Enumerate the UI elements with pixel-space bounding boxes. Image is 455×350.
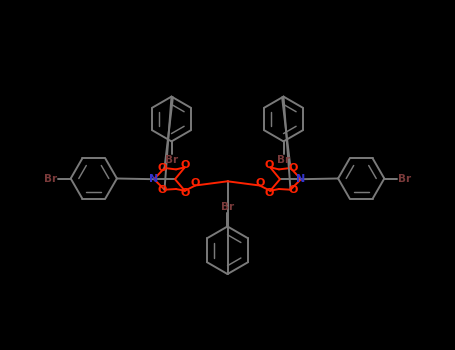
Text: N: N <box>149 174 159 184</box>
Text: O: O <box>181 188 190 198</box>
Text: O: O <box>288 185 298 195</box>
Text: O: O <box>288 163 298 173</box>
Text: O: O <box>191 178 200 188</box>
Text: O: O <box>265 160 274 170</box>
Text: O: O <box>157 185 167 195</box>
Text: Br: Br <box>221 202 234 212</box>
Text: N: N <box>296 174 306 184</box>
Text: Br: Br <box>277 155 290 166</box>
Text: Br: Br <box>44 174 57 183</box>
Text: O: O <box>181 160 190 170</box>
Text: O: O <box>255 178 264 188</box>
Text: O: O <box>157 163 167 173</box>
Text: Br: Br <box>398 174 411 183</box>
Text: Br: Br <box>165 155 178 166</box>
Text: O: O <box>265 188 274 198</box>
